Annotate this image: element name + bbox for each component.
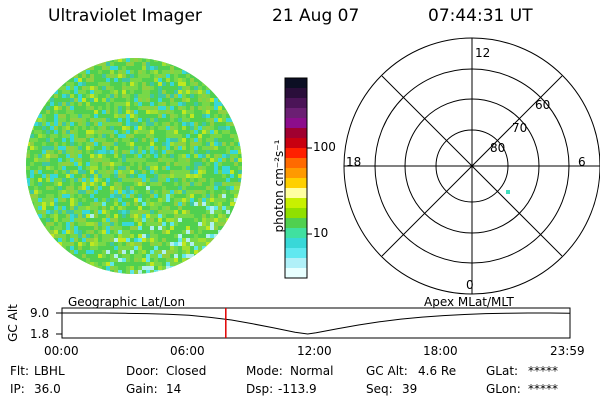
filter-value: LBHL [34, 364, 65, 378]
polar-label-18: 18 [346, 155, 362, 169]
polar-label-70: 70 [512, 121, 528, 135]
altitude-curve [62, 312, 571, 335]
timeline-x-tick-0000: 00:00 [44, 344, 79, 358]
colorbar-segment [285, 188, 307, 199]
colorbar-label-10: 10 [313, 226, 329, 240]
colorbar-segment [285, 208, 307, 219]
satellite-position-marker [506, 190, 510, 194]
dsp-value: -113.9 [278, 382, 317, 396]
seq-value: 39 [402, 382, 418, 396]
colorbar-segment [285, 98, 307, 109]
polar-diagonal-2 [381, 75, 563, 257]
timeline-x-tick-0600: 06:00 [170, 344, 205, 358]
glat-value: ***** [528, 364, 558, 378]
colorbar-segment [285, 248, 307, 259]
seq-label: Seq: [366, 382, 393, 396]
timeline-y-tick-1-8: 1.8 [30, 327, 50, 341]
uv-image-pixels [26, 58, 242, 274]
colorbar-segment [285, 108, 307, 119]
colorbar-segment [285, 258, 307, 269]
glon-value: ***** [528, 382, 558, 396]
colorbar-segment [285, 228, 307, 239]
colorbar-segment [285, 78, 307, 89]
colorbar-segment [285, 128, 307, 139]
colorbar-segment [285, 198, 307, 209]
dsp-label: Dsp: [246, 382, 274, 396]
gain-value: 14 [166, 382, 182, 396]
colorbar-segment [285, 218, 307, 229]
colorbar-segment [285, 148, 307, 159]
timeline-frame [61, 307, 571, 339]
instrument-title: Ultraviolet Imager [48, 6, 202, 26]
colorbar-segment [285, 178, 307, 189]
door-value: Closed [166, 364, 207, 378]
polar-grid [343, 37, 600, 295]
timeline-x-tick-1800: 18:00 [423, 344, 458, 358]
colorbar-unit-label: photon cm⁻²s⁻¹ [272, 139, 286, 233]
polar-label-80: 80 [490, 141, 506, 155]
image-time: 07:44:31 UT [428, 6, 533, 26]
colorbar [285, 78, 307, 279]
timeline-x-tick-1200: 12:00 [297, 344, 332, 358]
polar-label-60: 60 [535, 98, 551, 112]
glon-label: GLon: [486, 382, 521, 396]
colorbar-label-100: 100 [313, 140, 336, 154]
ip-label: IP: [10, 382, 25, 396]
colorbar-segment [285, 88, 307, 99]
colorbar-segment [285, 238, 307, 249]
colorbar-frame [284, 77, 308, 279]
colorbar-segment [285, 168, 307, 179]
gc-alt-value: 4.6 Re [418, 364, 457, 378]
polar-label-12: 12 [475, 46, 491, 60]
timeline-x-tick-2359: 23:59 [550, 344, 585, 358]
ip-value: 36.0 [34, 382, 61, 396]
colorbar-segment [285, 118, 307, 129]
gain-label: Gain: [126, 382, 158, 396]
uv-image [26, 58, 242, 274]
timeline-y-axis-label: GC Alt [6, 304, 20, 342]
gc-alt-label: GC Alt: [366, 364, 408, 378]
polar-label-0: 0 [466, 278, 474, 292]
colorbar-segment [285, 268, 307, 279]
colorbar-segment [285, 158, 307, 169]
colorbar-segment [285, 138, 307, 149]
timeline-panel [56, 307, 571, 339]
timeline-right-label: Apex MLat/MLT [424, 295, 514, 309]
glat-label: GLat: [486, 364, 519, 378]
mode-value: Normal [290, 364, 334, 378]
image-date: 21 Aug 07 [272, 6, 360, 26]
timeline-y-tick-9: 9.0 [30, 306, 50, 320]
mode-label: Mode: [246, 364, 283, 378]
door-label: Door: [126, 364, 159, 378]
polar-label-6: 6 [578, 155, 586, 169]
filter-label: Flt: [10, 364, 29, 378]
timeline-left-label: Geographic Lat/Lon [68, 295, 186, 309]
